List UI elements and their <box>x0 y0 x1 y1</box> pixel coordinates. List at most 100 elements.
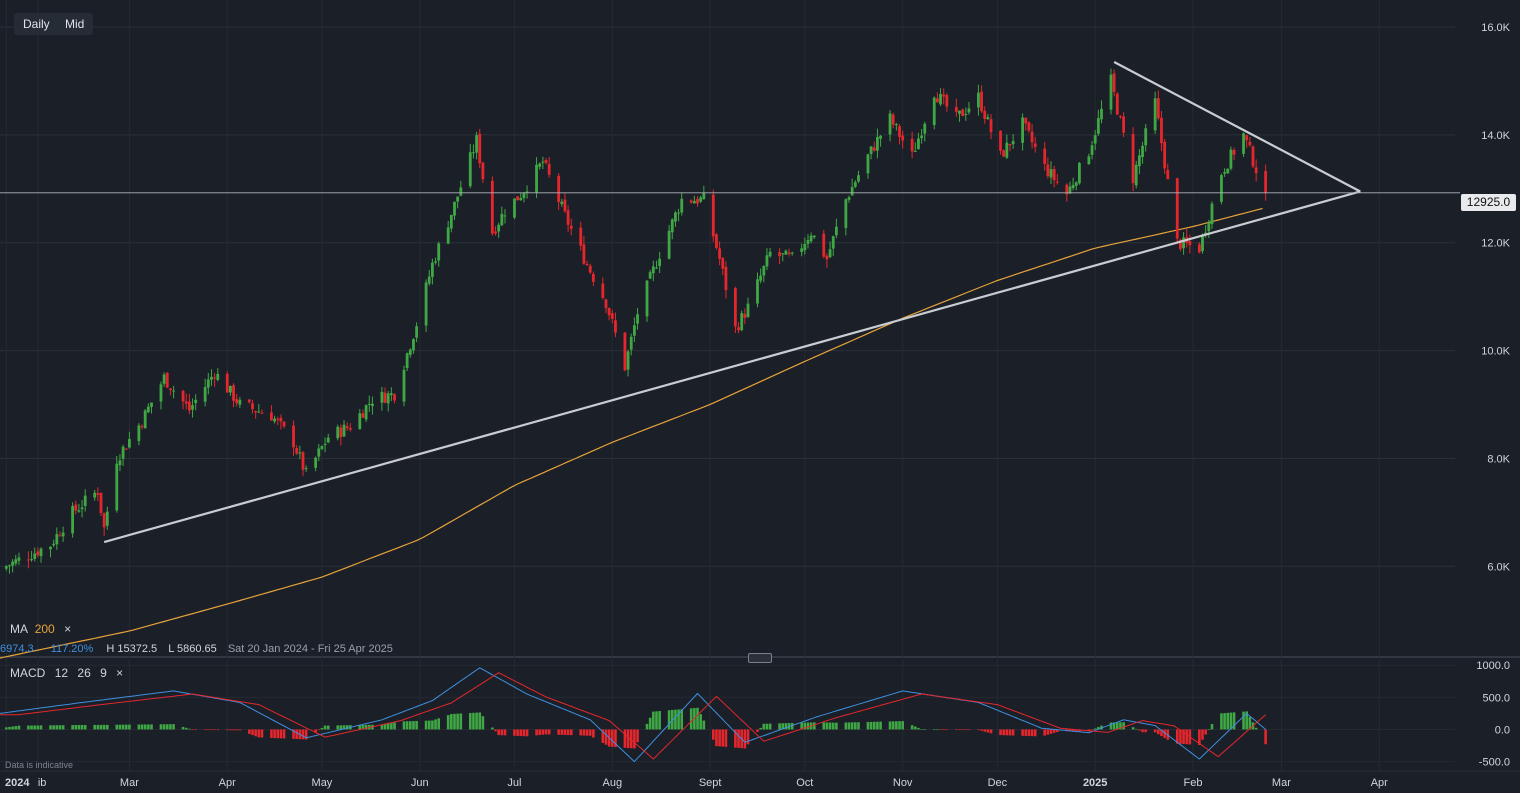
macd-histogram-bar <box>825 722 829 730</box>
macd-histogram-bar <box>579 729 583 736</box>
candle-body <box>626 351 630 370</box>
candle-body <box>1131 133 1135 184</box>
candle-body <box>150 402 153 407</box>
candle-body <box>55 534 59 545</box>
interval-button[interactable]: Daily <box>14 13 59 35</box>
candle-body <box>901 135 905 141</box>
candle-body <box>314 457 318 468</box>
candle-body <box>790 252 794 254</box>
macd-histogram-bar <box>172 724 175 730</box>
x-tick-label: 2025 <box>1083 777 1107 789</box>
macd-histogram-bar <box>648 717 652 730</box>
macd-histogram-bar <box>191 729 194 731</box>
candle-body <box>964 114 968 116</box>
candle-body <box>251 403 254 410</box>
macd-histogram-bar <box>1033 729 1037 737</box>
candle-body <box>4 566 8 569</box>
candle-body <box>146 406 150 413</box>
macd-histogram-bar <box>910 725 914 730</box>
candle-body <box>1055 181 1059 183</box>
macd-histogram-bar <box>30 725 33 730</box>
pane-resize-handle[interactable] <box>748 653 772 663</box>
candle-body <box>1100 108 1103 120</box>
macd-histogram-bar <box>301 729 305 740</box>
ma-legend-close-icon[interactable]: × <box>64 622 72 636</box>
candle-body <box>519 197 523 200</box>
candle-body <box>317 448 321 457</box>
macd-histogram-bar <box>1223 713 1226 730</box>
macd-histogram-bar <box>317 729 321 731</box>
x-tick-label: Feb <box>1184 777 1203 789</box>
candle-body <box>629 336 633 350</box>
candle-body <box>655 267 658 269</box>
macd-histogram-bar <box>633 729 636 749</box>
macd-histogram-bar <box>257 729 261 738</box>
candle-body <box>121 446 125 459</box>
macd-histogram-bar <box>358 724 362 730</box>
macd-histogram-bar <box>585 729 589 736</box>
candle-body <box>1043 148 1047 164</box>
macd-histogram-bar <box>680 709 684 730</box>
macd-legend-signal: 9 <box>100 666 107 680</box>
macd-histogram-bar <box>497 729 500 736</box>
macd-histogram-bar <box>1175 729 1179 744</box>
candle-body <box>468 152 472 187</box>
candle-body <box>702 192 706 200</box>
macd-histogram-bar <box>522 729 526 737</box>
macd-histogram-bar <box>339 725 343 730</box>
change-value: 6974.3 <box>0 643 34 655</box>
candle-body <box>610 313 614 319</box>
candle-body <box>1204 232 1208 235</box>
ma-legend: MA 200 × <box>10 622 71 636</box>
candle-body <box>961 109 965 117</box>
candle-body <box>800 248 804 253</box>
candle-body <box>1182 237 1185 249</box>
macd-histogram-bar <box>1046 729 1050 735</box>
candle-body <box>891 114 895 125</box>
macd-signal-line <box>0 672 1266 760</box>
macd-histogram-bar <box>917 727 920 730</box>
candle-body <box>345 426 349 429</box>
macd-histogram-bar <box>588 729 592 736</box>
candle-body <box>1093 135 1097 144</box>
macd-histogram-bar <box>137 724 141 730</box>
candle-body <box>1087 156 1091 165</box>
macd-histogram-bar <box>475 712 478 730</box>
candle-body <box>1188 240 1192 246</box>
macd-histogram-bar <box>699 714 702 730</box>
candle-body <box>588 265 592 273</box>
macd-histogram-bar <box>677 709 680 730</box>
candle-body <box>301 452 305 470</box>
y-tick-label: 6.0K <box>1487 561 1510 573</box>
macd-histogram-bar <box>936 729 939 731</box>
candle-body <box>522 192 526 199</box>
candle-body <box>389 393 393 395</box>
macd-histogram-bar <box>273 729 276 739</box>
macd-histogram-bar <box>645 723 649 730</box>
macd-histogram-bar <box>1198 729 1201 745</box>
candle-body <box>1166 169 1170 180</box>
macd-histogram-bar <box>1220 713 1223 730</box>
candle-body <box>645 280 649 317</box>
macd-histogram-bar <box>251 729 254 736</box>
candle-body <box>1024 117 1028 124</box>
candle-body <box>566 210 570 225</box>
macd-histogram-bar <box>1112 722 1116 730</box>
macd-histogram-bar <box>667 710 671 730</box>
macd-histogram-bar <box>879 721 882 730</box>
macd-histogram-bar <box>778 723 781 730</box>
macd-histogram-bar <box>989 729 993 734</box>
candle-body <box>1008 143 1012 146</box>
macd-histogram-bar <box>1245 711 1248 730</box>
candle-body <box>1226 168 1230 174</box>
macd-histogram-bar <box>345 725 349 730</box>
macd-histogram-bar <box>1179 729 1182 744</box>
candle-body <box>1005 142 1009 158</box>
macd-legend-close-icon[interactable]: × <box>116 666 124 680</box>
price-type-button[interactable]: Mid <box>56 13 94 35</box>
candle-body <box>803 243 807 251</box>
candle-body <box>282 421 286 427</box>
macd-histogram-bar <box>658 711 661 730</box>
macd-histogram-bar <box>762 723 766 730</box>
